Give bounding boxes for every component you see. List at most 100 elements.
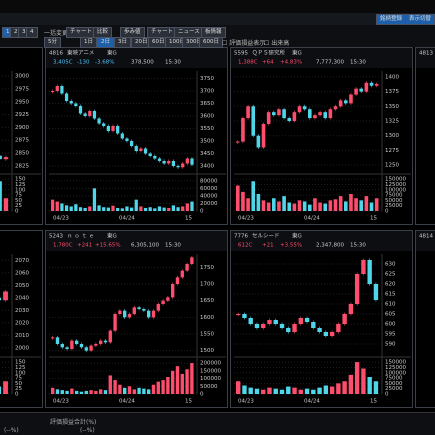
candle — [134, 146, 138, 151]
volume-bar — [336, 383, 341, 394]
panel-header — [46, 231, 227, 251]
candle — [64, 93, 69, 101]
volume-bar — [0, 181, 2, 211]
candle — [256, 135, 261, 148]
volume-bar — [236, 381, 241, 394]
y-tick-label: 615 — [385, 292, 396, 298]
volume-tick-label: 50000 — [385, 381, 403, 387]
volume-tick-label: 50000 — [385, 198, 403, 204]
volume-bar — [311, 389, 316, 394]
candle — [251, 106, 256, 136]
y-tick-label: 2020 — [15, 320, 29, 326]
volume-bar — [78, 207, 83, 211]
stock-code: 7776 — [234, 234, 248, 240]
candle — [70, 340, 74, 349]
button[interactable]: 2日 — [97, 37, 114, 48]
stock-code: 4813 — [419, 51, 433, 57]
volume-bar — [261, 389, 266, 394]
y-tick-label: 1700 — [200, 282, 214, 288]
footer-value: (--%) — [80, 427, 95, 434]
change: +64 — [262, 60, 274, 66]
change: -130 — [77, 60, 90, 66]
volume-bar — [55, 389, 60, 394]
y-tick-label: 2825 — [15, 163, 29, 169]
y-tick-label: 1500 — [200, 348, 214, 354]
button[interactable]: 600日 — [199, 37, 223, 48]
button[interactable]: 4 — [26, 27, 38, 38]
candle — [148, 153, 152, 156]
volume-bar — [248, 387, 253, 394]
volume-bar — [302, 201, 307, 211]
y-tick-label: 1600 — [200, 315, 214, 321]
volume-bar — [69, 206, 73, 211]
x-tick-label: 15 — [370, 216, 377, 222]
panel-header — [231, 231, 412, 251]
volume-bar — [272, 198, 276, 211]
volume-tick-label: 150 — [15, 177, 26, 183]
y-tick-label: 2030 — [15, 308, 29, 314]
y-tick-label: 2925 — [15, 112, 29, 118]
volume-bar — [79, 391, 84, 394]
candle — [246, 106, 250, 119]
x-tick-label: 15 — [185, 399, 192, 405]
volume-bar — [236, 185, 240, 211]
candle — [55, 86, 59, 91]
market: 東G — [107, 232, 117, 240]
candle — [359, 88, 364, 92]
candle — [318, 112, 322, 116]
candle — [261, 123, 266, 148]
y-tick-label: 2070 — [15, 258, 29, 264]
y-tick-label: 2010 — [15, 333, 29, 339]
button[interactable]: 表示切替 — [405, 14, 435, 25]
volume-tick-label: 125000 — [385, 182, 406, 188]
volume-bar — [127, 386, 132, 394]
button[interactable]: 3日 — [114, 37, 131, 48]
candle — [181, 163, 185, 168]
candle — [166, 297, 170, 301]
x-tick-label: 04/24 — [304, 216, 320, 222]
volume-bar — [99, 389, 103, 394]
panel-frame — [0, 230, 43, 408]
button[interactable]: 5分 — [44, 37, 61, 48]
candle — [266, 112, 271, 124]
candle — [51, 91, 55, 92]
panel-frame — [415, 230, 435, 408]
volume-bar — [338, 196, 343, 211]
y-tick-label: 2060 — [15, 270, 29, 276]
y-tick-label: 1650 — [200, 298, 214, 304]
volume-bar — [111, 205, 115, 211]
candle — [176, 166, 180, 168]
volume-bar — [65, 390, 69, 394]
volume-tick-label: 80000 — [200, 178, 218, 184]
volume-tick-label: 25 — [15, 203, 22, 209]
candle — [142, 309, 146, 311]
button[interactable]: 1日 — [80, 37, 97, 48]
checkbox[interactable]: ☐ 評価損益表示 — [222, 38, 265, 47]
chart-panel: 5595 ＱＰＳ研究所 東G 1,388C +64 +4.83% 7,777,300 15:3… — [230, 47, 413, 225]
volume-bar — [329, 386, 335, 394]
volume-bar — [123, 387, 127, 394]
candle — [267, 320, 272, 324]
button[interactable]: 銘柄登録 — [376, 14, 407, 25]
y-tick-label: 610 — [385, 302, 396, 308]
y-tick-label: 3450 — [200, 151, 214, 157]
y-tick-label: 3700 — [200, 89, 214, 95]
candle — [153, 156, 157, 159]
candle — [272, 112, 276, 116]
volume-tick-label: 75 — [15, 193, 22, 199]
checkbox[interactable]: ☐ 出来高 — [264, 38, 289, 47]
check-label: 評価損益表示 — [229, 40, 266, 47]
candle — [342, 314, 347, 324]
candle — [0, 297, 2, 301]
time: 15:30 — [350, 60, 366, 66]
volume-bar — [51, 199, 55, 211]
candle — [354, 274, 360, 304]
x-tick-label: 04/24 — [119, 399, 135, 405]
volume-bar — [246, 198, 250, 211]
y-tick-label: 1250 — [385, 163, 399, 169]
volume-bar — [297, 200, 302, 211]
stock-code: 4816 — [49, 51, 63, 57]
volume-bar — [84, 390, 88, 394]
volume-bar — [344, 201, 348, 211]
candle — [99, 340, 103, 344]
